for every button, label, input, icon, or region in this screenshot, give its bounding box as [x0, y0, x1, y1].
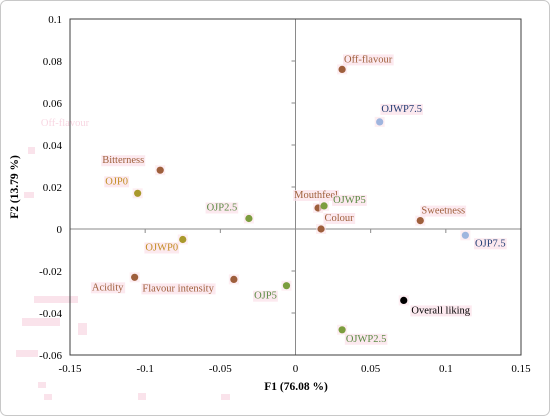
- y-tick-label: 0.1: [48, 14, 62, 26]
- label-highlight: [332, 194, 367, 206]
- label-off-flavour: Off-flavour: [344, 54, 393, 65]
- point-group-overall-liking: Overall liking: [398, 295, 472, 317]
- point-group-bitterness: Bitterness: [101, 155, 166, 176]
- artifact-smudge: [16, 350, 38, 357]
- label-highlight: [344, 333, 388, 345]
- label-overall-liking: Overall liking: [411, 305, 470, 316]
- label-highlight: [380, 103, 423, 115]
- point-off-flavour: [338, 65, 346, 73]
- plot-frame: [69, 18, 522, 356]
- label-ojp5: OJP5: [254, 291, 277, 302]
- label-highlight: [101, 155, 146, 167]
- y-tick-label: -0.02: [39, 266, 62, 278]
- label-highlight: [253, 290, 278, 302]
- axes: [69, 18, 522, 356]
- point-group-sweetness: Sweetness: [415, 205, 467, 226]
- point-ojp2-5: [245, 214, 253, 223]
- artifact-smudge: [22, 318, 60, 326]
- artifact-smudge: [44, 394, 52, 400]
- artifact-smudge: [34, 296, 78, 303]
- point-group-ojp5: OJP5: [253, 280, 292, 302]
- label-highlight: [342, 54, 394, 66]
- label-ojwp5: OJWP5: [333, 195, 366, 206]
- x-tick-label: -0.05: [209, 363, 232, 375]
- label-highlight: [293, 190, 339, 201]
- label-ojp7-5: OJP7.5: [475, 238, 506, 249]
- y-tick-label: 0.08: [43, 56, 63, 68]
- x-tick-label: 0: [293, 363, 299, 375]
- point-group-ojp7-5: OJP7.5: [460, 230, 507, 250]
- artifact-smudge: [38, 382, 46, 388]
- x-tick-label: 0.1: [439, 363, 453, 375]
- label-flavour-intensity: Flavour intensity: [142, 283, 214, 294]
- label-highlight: [144, 242, 180, 254]
- y-tick-label: 0.02: [43, 182, 62, 194]
- artifact-layer: Off-flavour: [16, 118, 230, 400]
- point-ojwp2-5: [338, 326, 346, 334]
- label-ojwp7-5: OJWP7.5: [381, 104, 422, 115]
- point-group-ojwp5: OJWP5: [319, 194, 367, 211]
- point-ojp5: [282, 282, 291, 290]
- point-group-colour: Colour: [316, 213, 356, 234]
- y-axis-title: F2 (13.79 %): [9, 155, 21, 219]
- ghost-label: Off-flavour: [41, 118, 90, 129]
- artifact-smudge: [221, 394, 230, 400]
- point-group-ojp0: OJP0: [104, 176, 143, 199]
- artifact-smudge: [24, 192, 34, 198]
- x-axis-title: F1 (76.08 %): [264, 381, 328, 393]
- point-ojwp0: [179, 235, 187, 244]
- tick-labels: -0.15 -0.1 -0.05 0 0.05 0.1 0.15 0.1 0.08 0.06 0.0…: [39, 14, 531, 375]
- y-tick-label: 0: [57, 224, 63, 236]
- point-ojp0: [134, 189, 142, 197]
- label-highlight: [323, 213, 356, 224]
- artifact-smudge: [78, 323, 87, 335]
- point-group-ojwp7-5: OJWP7.5: [374, 103, 423, 127]
- y-tick-label: -0.06: [39, 350, 62, 362]
- point-ojwp5: [320, 202, 328, 210]
- label-highlight: [104, 176, 130, 188]
- point-overall-liking: [400, 296, 408, 304]
- y-tick-label: 0.06: [43, 98, 63, 110]
- y-tick-label: -0.04: [39, 308, 62, 320]
- point-sweetness: [416, 217, 424, 225]
- point-group-ojwp0: OJWP0: [144, 234, 188, 254]
- point-ojp7-5: [461, 231, 469, 239]
- point-group-acidity: Acidity: [90, 272, 140, 294]
- label-ojwp2-5: OJWP2.5: [346, 334, 387, 345]
- label-highlight: [474, 238, 507, 250]
- point-ojwp7-5: [376, 118, 384, 126]
- x-tick-label: 0.05: [361, 363, 381, 375]
- x-tick-label: -0.15: [59, 363, 82, 375]
- data-points: Off-flavour Bitterness Mouthfeel Colour Swee…: [90, 54, 507, 345]
- label-acidity: Acidity: [92, 282, 124, 293]
- artifact-smudge: [138, 393, 146, 400]
- label-colour: Colour: [324, 213, 354, 224]
- artifact-smudge: [28, 147, 35, 154]
- label-ojwp0: OJWP0: [145, 243, 178, 254]
- point-acidity: [131, 273, 139, 281]
- y-tick-label: 0.04: [43, 140, 63, 152]
- label-highlight: [420, 205, 467, 217]
- label-highlight: [205, 202, 239, 214]
- label-highlight: [141, 283, 216, 295]
- point-group-flavour-intensity: Flavour intensity: [141, 274, 239, 295]
- label-highlight: [90, 282, 126, 294]
- label-sweetness: Sweetness: [421, 206, 465, 217]
- point-flavour-intensity: [230, 275, 238, 283]
- label-ojp0: OJP0: [105, 176, 128, 187]
- point-group-off-flavour: Off-flavour: [337, 54, 394, 75]
- point-group-ojp2-5: OJP2.5: [205, 202, 254, 224]
- point-bitterness: [156, 166, 164, 174]
- x-tick-label: -0.1: [136, 363, 153, 375]
- point-colour: [317, 225, 325, 233]
- x-tick-label: 0.15: [511, 363, 531, 375]
- label-bitterness: Bitterness: [102, 155, 144, 166]
- label-highlight: [410, 305, 472, 317]
- label-ojp2-5: OJP2.5: [207, 203, 238, 214]
- label-mouthfeel: Mouthfeel: [294, 190, 338, 201]
- point-group-ojwp2-5: OJWP2.5: [337, 324, 388, 345]
